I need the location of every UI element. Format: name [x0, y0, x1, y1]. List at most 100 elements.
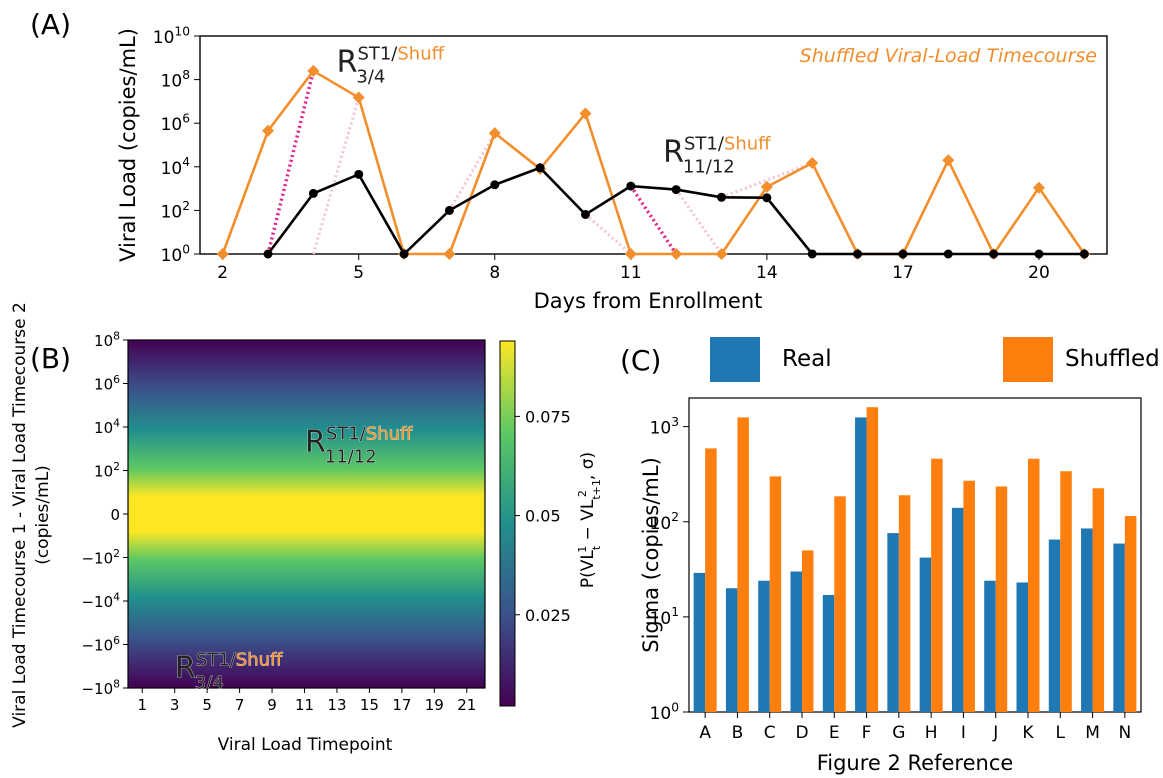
y-tick-label-b-8-base: −10	[81, 680, 113, 698]
y-tick-label-c-0-exp: 0	[671, 700, 679, 714]
callout-a-r34-sub: 3/4	[356, 67, 385, 88]
y-tick-label-c-0-base: 10	[650, 704, 672, 724]
y-tick-label-c-2: 102	[650, 510, 679, 534]
marker-shuffled-2	[307, 64, 320, 77]
marker-real-0	[263, 249, 273, 259]
x-tick-label-b-0: 1	[137, 696, 147, 714]
panel-label-b: (B)	[30, 342, 71, 375]
x-tick-label-c-6: G	[892, 723, 905, 743]
y-tick-label-a-2-exp: 4	[182, 155, 190, 169]
bar-shuffled-I	[963, 480, 975, 712]
panel-label-a: (A)	[30, 8, 71, 41]
series-line-shuffled	[221, 69, 1086, 257]
y-tick-label-b-1: 106	[94, 373, 120, 394]
callout-b-r34-main: R	[175, 651, 196, 686]
marker-real-7	[580, 209, 590, 219]
y-tick-label-b-3-base: 10	[94, 463, 113, 481]
y-tick-label-a-2: 104	[161, 155, 191, 179]
colorbar	[499, 340, 516, 707]
callout-a-r34-main: R	[337, 45, 358, 80]
y-tick-label-a-4: 108	[161, 68, 190, 92]
y-tick-label-a-3-exp: 6	[182, 112, 190, 126]
panel-c-bar-chart: Real Shuffled Figure 2 Reference Sigma (…	[639, 337, 1160, 775]
callout-b-r34-sup-shuff: Shuff	[236, 649, 283, 670]
callout-a-r1112-sub: 11/12	[683, 157, 735, 178]
marker-shuffled-18	[1032, 181, 1045, 194]
y-tick-label-b-1-exp: 6	[113, 373, 120, 386]
colorbar-tick-label-1: 0.05	[525, 507, 561, 526]
callout-a-r1112: RST1/Shuff	[663, 133, 771, 170]
x-tick-label-c-13: N	[1118, 723, 1131, 743]
bar-real-D	[790, 571, 802, 712]
bar-shuffled-K	[1028, 458, 1040, 712]
x-tick-label-c-4: E	[829, 723, 840, 743]
callout-a-r1112-sup-shuff: Shuff	[724, 133, 771, 154]
y-tick-label-c-0: 100	[650, 700, 679, 724]
panel-b-y-label-line2: (copies/mL)	[33, 465, 53, 565]
x-tick-label-b-2: 5	[202, 696, 212, 714]
x-tick-label-b-8: 17	[392, 696, 411, 714]
y-tick-label-a-1-base: 10	[161, 202, 183, 222]
callout-b-r1112-main: R	[305, 425, 326, 460]
bar-shuffled-G	[898, 495, 911, 712]
marker-shuffled-0	[216, 248, 229, 260]
marker-real-12	[807, 249, 817, 259]
callout-b-r1112-sub: 11/12	[325, 447, 377, 468]
callout-a-r1112-main: R	[663, 135, 684, 170]
x-tick-label-c-12: M	[1085, 723, 1100, 743]
y-tick-label-b-1-base: 10	[94, 376, 113, 394]
marker-real-18	[1079, 249, 1089, 259]
connector-pink-6	[720, 161, 813, 199]
y-tick-label-c-1-exp: 1	[671, 605, 679, 619]
y-tick-label-a-3: 106	[161, 112, 191, 136]
x-tick-label-c-11: L	[1056, 723, 1066, 743]
y-tick-label-c-1-base: 10	[650, 609, 672, 629]
connector-pink-5	[674, 188, 723, 255]
y-tick-label-b-0-base: 10	[94, 332, 113, 350]
callout-b-r1112-sup: ST1/	[326, 423, 367, 444]
y-tick-label-b-7-exp: 6	[113, 634, 120, 647]
y-tick-label-b-0-exp: 8	[113, 329, 120, 342]
colorbar-label-s1: 1	[576, 546, 589, 553]
callout-a-r1112-sup: ST1/	[684, 133, 725, 154]
marker-shuffled-5	[443, 248, 456, 260]
x-tick-label-b-3: 7	[235, 696, 245, 714]
x-tick-label-a-4: 14	[756, 263, 778, 283]
marker-real-8	[626, 181, 636, 191]
y-tick-label-a-0-base: 10	[161, 246, 183, 266]
panel-a-annotation: Shuffled Viral-Load Timecourse	[800, 45, 1097, 67]
colorbar-label-end: , σ)	[578, 452, 598, 480]
bar-real-B	[725, 588, 738, 712]
marker-shuffled-6	[488, 127, 501, 140]
callout-b-r34: RST1/Shuff	[175, 649, 283, 686]
legend-swatch-shuffled	[1003, 337, 1053, 382]
marker-shuffled-10	[670, 248, 683, 260]
y-tick-label-b-8: −108	[81, 677, 120, 698]
connector-magenta-0	[266, 70, 316, 255]
bar-shuffled-A	[705, 448, 717, 712]
bar-real-H	[919, 557, 932, 712]
x-tick-label-b-4: 9	[267, 696, 277, 714]
callout-b-r34-sub: 3/4	[195, 673, 224, 694]
panel-b-heatmap: Viral Load Timepoint Viral Load Timecour…	[10, 302, 603, 755]
marker-real-4	[444, 205, 454, 215]
colorbar-label-s2: 2	[576, 490, 589, 497]
y-tick-label-a-1: 102	[161, 199, 190, 223]
panel-c-frame	[688, 397, 1142, 713]
x-tick-label-a-0: 2	[217, 263, 228, 283]
marker-real-3	[399, 249, 409, 259]
marker-shuffled-11	[715, 248, 728, 260]
bar-real-I	[951, 507, 964, 712]
bar-real-N	[1113, 543, 1125, 712]
panel-c-y-label: Sigma (copies/mL)	[639, 457, 663, 653]
bar-shuffled-D	[802, 550, 814, 712]
x-tick-label-c-1: B	[732, 723, 744, 743]
y-tick-label-c-1: 101	[650, 605, 679, 629]
bar-real-J	[984, 580, 996, 712]
x-tick-label-c-3: D	[795, 723, 808, 743]
y-tick-label-b-6: −104	[81, 590, 120, 611]
bar-real-F	[855, 417, 867, 712]
x-tick-label-a-1: 5	[353, 263, 364, 283]
x-tick-label-c-7: H	[925, 723, 938, 743]
panel-a-x-label: Days from Enrollment	[534, 289, 763, 313]
